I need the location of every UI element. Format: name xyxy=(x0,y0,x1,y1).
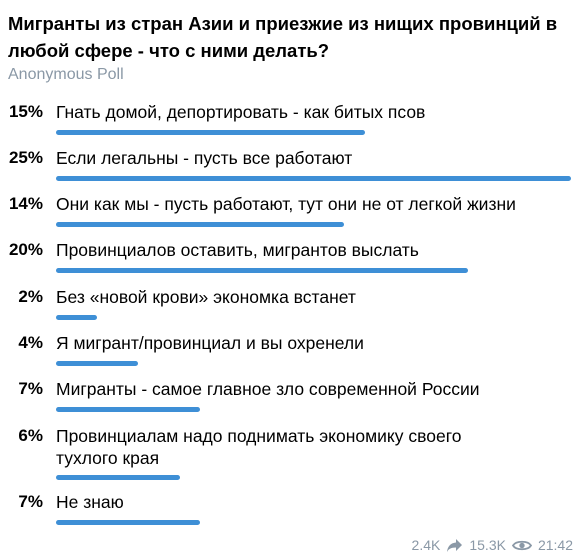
option-text: Гнать домой, депортировать - как битых п… xyxy=(56,102,426,122)
option-percent: 6% xyxy=(18,426,43,445)
option-percent: 15% xyxy=(8,102,43,121)
option-percent: 7% xyxy=(18,492,43,511)
option-result-bar xyxy=(56,222,344,227)
option-result-bar xyxy=(56,520,200,525)
message-footer: 2.4K 15.3K 21:42 xyxy=(412,537,573,553)
poll-option[interactable]: 4% Я мигрант/провинциал и вы охренели xyxy=(0,332,583,367)
poll-option[interactable]: 20% Провинциалов оставить, мигрантов высл… xyxy=(0,239,583,274)
option-text: Они как мы - пусть работают, тут они не … xyxy=(56,194,516,214)
option-result-bar xyxy=(56,361,138,366)
option-result-bar xyxy=(56,475,180,480)
share-icon[interactable] xyxy=(446,538,463,553)
option-percent: 7% xyxy=(18,379,43,398)
poll-option[interactable]: 14% Они как мы - пусть работают, тут они … xyxy=(0,193,583,228)
option-result-bar xyxy=(56,176,571,181)
option-text: Не знаю xyxy=(56,492,124,512)
poll-option[interactable]: 2% Без «новой крови» экономка встанет xyxy=(0,286,583,321)
option-percent: 20% xyxy=(8,240,43,259)
option-text: Я мигрант/провинциал и вы охренели xyxy=(56,333,364,353)
eye-icon xyxy=(511,540,532,550)
poll-option[interactable]: 25% Если легальны - пусть все работают xyxy=(0,147,583,182)
poll-type-label: Anonymous Poll xyxy=(8,66,124,83)
option-percent: 2% xyxy=(18,287,43,306)
poll-option[interactable]: 7% Мигранты - самое главное зло современн… xyxy=(0,378,583,413)
poll-option[interactable]: 6% Провинциалам надо поднимать экономику … xyxy=(0,425,583,481)
message-time: 21:42 xyxy=(537,537,573,553)
option-text: Мигранты - самое главное зло современной… xyxy=(56,379,480,399)
option-result-bar xyxy=(56,130,365,135)
option-percent: 14% xyxy=(8,194,43,213)
option-text: Без «новой крови» экономка встанет xyxy=(56,287,356,307)
option-text: Провинциалам надо поднимать экономику св… xyxy=(56,426,462,468)
shares-count: 2.4K xyxy=(411,537,441,553)
views-count: 15.3K xyxy=(469,537,506,553)
option-result-bar xyxy=(56,315,97,320)
option-text: Если легальны - пусть все работают xyxy=(56,148,353,168)
option-text: Провинциалов оставить, мигрантов выслать xyxy=(56,240,419,260)
option-percent: 25% xyxy=(8,148,43,167)
poll-option[interactable]: 15% Гнать домой, депортировать - как биты… xyxy=(0,101,583,136)
option-result-bar xyxy=(56,407,200,412)
option-percent: 4% xyxy=(18,333,43,352)
poll-question: Мигранты из стран Азии и приезжие из нищ… xyxy=(8,13,558,61)
option-result-bar xyxy=(56,268,468,273)
poll-option[interactable]: 7% Не знаю xyxy=(0,491,583,526)
